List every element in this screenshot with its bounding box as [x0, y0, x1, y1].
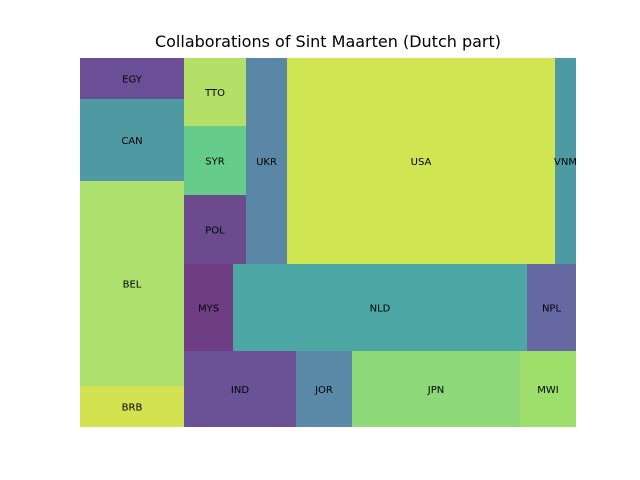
treemap-label-pol: POL: [205, 226, 225, 237]
treemap-label-nld: NLD: [370, 304, 391, 315]
treemap-label-vnm: VNM: [554, 157, 577, 168]
treemap-cell-can: [80, 99, 184, 181]
treemap-label-egy: EGY: [122, 75, 143, 86]
treemap-cell-tto: [184, 58, 246, 126]
treemap-cell-usa: [287, 58, 555, 264]
treemap-cell-mys: [184, 264, 233, 351]
treemap-label-bel: BEL: [123, 280, 142, 291]
treemap-label-jor: JOR: [314, 385, 333, 396]
treemap-label-mwi: MWI: [537, 385, 558, 396]
treemap-label-npl: NPL: [542, 304, 562, 315]
treemap-label-tto: TTO: [204, 88, 225, 99]
treemap-cell-syr: [184, 126, 246, 195]
treemap-cell-pol: [184, 195, 246, 264]
treemap-cell-jor: [296, 351, 352, 427]
treemap-cell-ukr: [246, 58, 287, 264]
treemap-cell-bel: [80, 181, 184, 386]
treemap-label-jpn: JPN: [427, 385, 444, 396]
chart-title: Collaborations of Sint Maarten (Dutch pa…: [154, 32, 502, 51]
treemap-label-brb: BRB: [122, 403, 143, 414]
treemap-cell-brb: [80, 386, 184, 427]
treemap-cell-jpn: [352, 351, 520, 427]
treemap-cell-npl: [527, 264, 576, 351]
treemap-label-ukr: UKR: [256, 157, 277, 168]
treemap-cell-mwi: [520, 351, 576, 427]
treemap-cell-ind: [184, 351, 296, 427]
treemap-label-mys: MYS: [198, 304, 219, 315]
treemap-cell-egy: [80, 58, 184, 99]
treemap-label-usa: USA: [411, 157, 432, 168]
treemap-cell-vnm: [555, 58, 576, 264]
treemap-label-can: CAN: [121, 136, 142, 147]
treemap-label-ind: IND: [231, 385, 249, 396]
treemap-cell-nld: [233, 264, 527, 351]
treemap-label-syr: SYR: [205, 157, 224, 168]
